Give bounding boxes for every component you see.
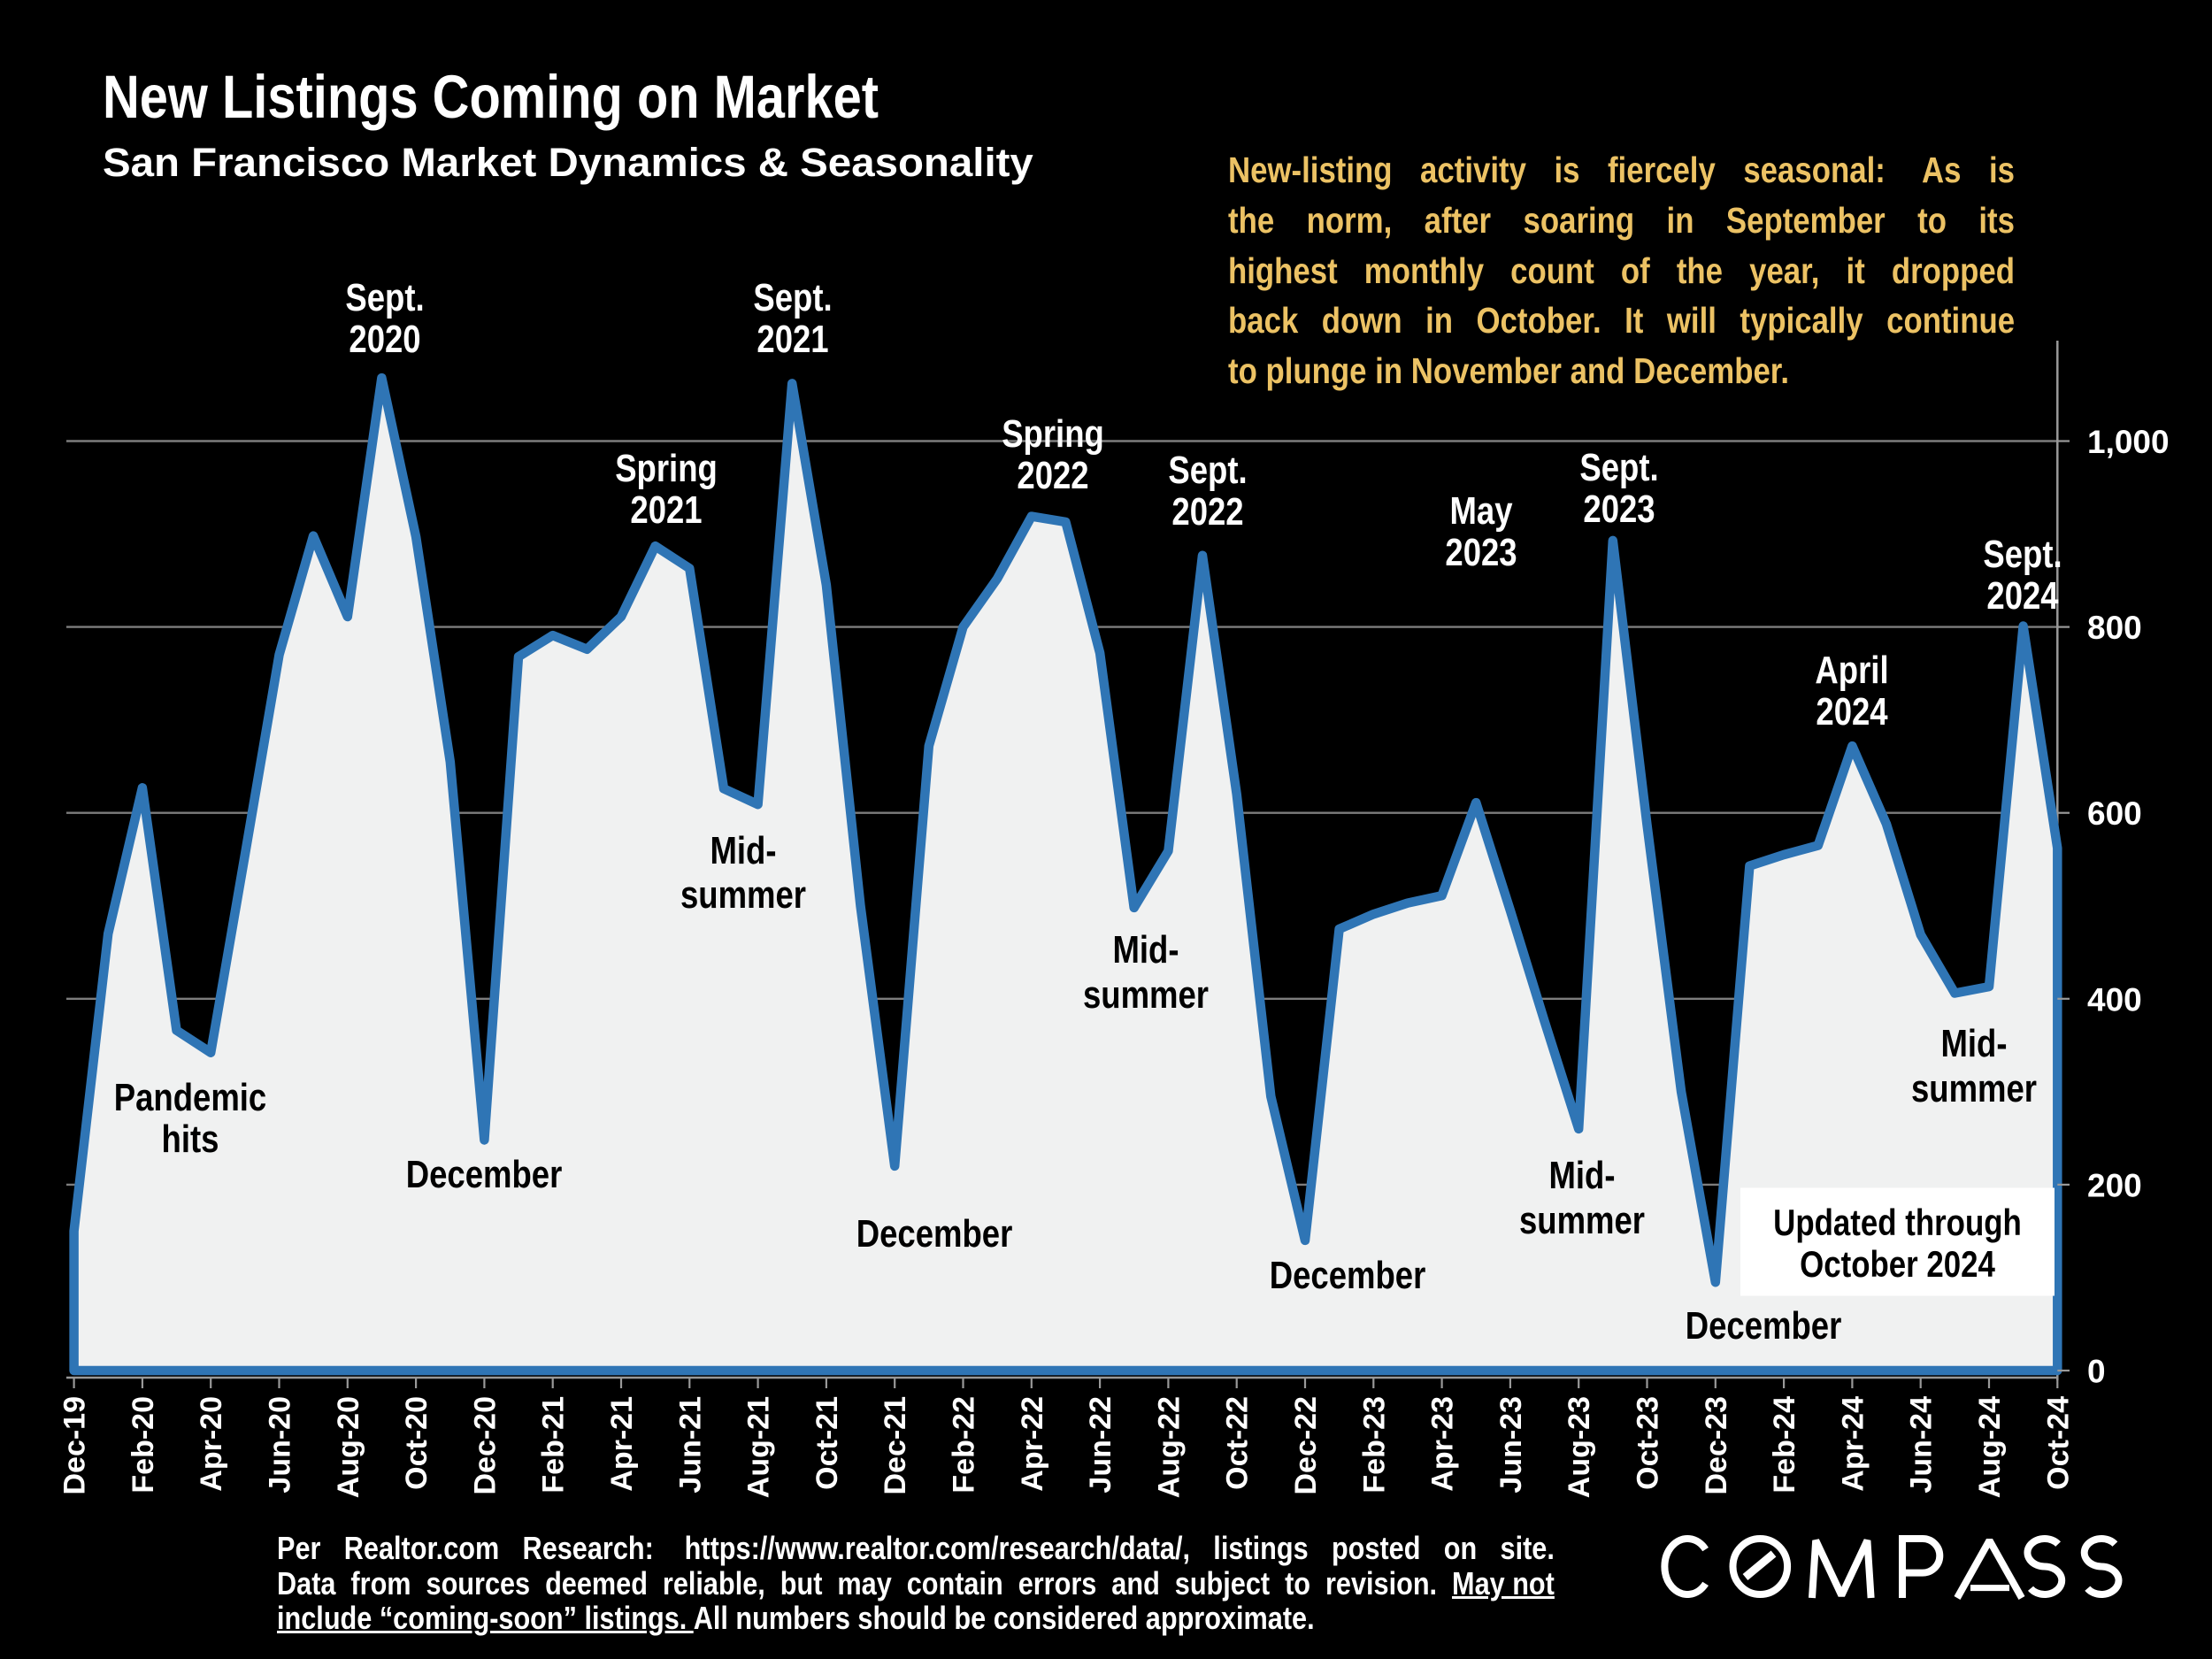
- svg-text:Sept.: Sept.: [1579, 445, 1658, 489]
- svg-text:Oct-24: Oct-24: [2041, 1396, 2075, 1490]
- svg-text:Apr-22: Apr-22: [1016, 1396, 1049, 1492]
- svg-text:Sept.: Sept.: [345, 275, 424, 319]
- svg-text:2024: 2024: [1986, 573, 2059, 618]
- svg-text:Feb-20: Feb-20: [127, 1396, 160, 1494]
- svg-text:December: December: [856, 1211, 1013, 1256]
- svg-text:October 2024: October 2024: [1800, 1244, 1995, 1286]
- svg-text:Jun-23: Jun-23: [1494, 1396, 1528, 1494]
- svg-text:Mid-: Mid-: [1112, 927, 1179, 972]
- svg-text:summer: summer: [1911, 1066, 2037, 1110]
- svg-text:Spring: Spring: [615, 446, 718, 490]
- svg-text:summer: summer: [1083, 972, 1209, 1017]
- svg-text:2022: 2022: [1171, 489, 1243, 534]
- svg-text:Feb-21: Feb-21: [537, 1396, 571, 1494]
- svg-text:Apr-23: Apr-23: [1426, 1396, 1460, 1492]
- svg-text:Aug-21: Aug-21: [742, 1396, 776, 1498]
- svg-text:Jun-22: Jun-22: [1084, 1396, 1118, 1494]
- svg-text:2021: 2021: [757, 317, 828, 361]
- svg-text:Aug-22: Aug-22: [1152, 1396, 1186, 1498]
- svg-text:200: 200: [2087, 1167, 2142, 1203]
- svg-text:Aug-23: Aug-23: [1563, 1396, 1596, 1498]
- svg-text:2023: 2023: [1583, 487, 1655, 531]
- svg-text:hits: hits: [162, 1117, 219, 1161]
- svg-text:0: 0: [2087, 1354, 2106, 1390]
- svg-text:Aug-20: Aug-20: [332, 1396, 365, 1498]
- svg-text:800: 800: [2087, 610, 2142, 646]
- svg-text:Dec-21: Dec-21: [879, 1396, 912, 1495]
- svg-text:2021: 2021: [630, 488, 702, 532]
- svg-text:December: December: [406, 1152, 563, 1196]
- svg-text:Sept.: Sept.: [1168, 448, 1247, 492]
- svg-text:Feb-24: Feb-24: [1768, 1396, 1801, 1494]
- svg-text:Pandemic: Pandemic: [114, 1075, 266, 1119]
- svg-text:Dec-19: Dec-19: [58, 1396, 92, 1495]
- svg-text:Oct-23: Oct-23: [1632, 1396, 1665, 1490]
- svg-text:Dec-23: Dec-23: [1700, 1396, 1733, 1495]
- svg-text:Feb-22: Feb-22: [948, 1396, 981, 1494]
- svg-text:Apr-21: Apr-21: [605, 1396, 639, 1492]
- svg-text:400: 400: [2087, 981, 2142, 1018]
- svg-text:Apr-20: Apr-20: [195, 1396, 228, 1492]
- svg-text:Sept.: Sept.: [753, 275, 832, 319]
- svg-text:Jun-21: Jun-21: [673, 1396, 707, 1494]
- svg-text:Mid-: Mid-: [1548, 1153, 1615, 1197]
- svg-text:Dec-22: Dec-22: [1289, 1396, 1323, 1495]
- svg-text:December: December: [1686, 1303, 1842, 1348]
- svg-text:summer: summer: [680, 872, 806, 917]
- svg-text:Aug-24: Aug-24: [1973, 1396, 2007, 1498]
- svg-text:2020: 2020: [349, 317, 420, 361]
- svg-text:May: May: [1449, 488, 1512, 533]
- svg-text:Jun-20: Jun-20: [264, 1396, 297, 1494]
- svg-text:Oct-21: Oct-21: [810, 1396, 844, 1490]
- svg-text:Oct-20: Oct-20: [400, 1396, 434, 1490]
- svg-text:December: December: [1270, 1253, 1426, 1297]
- svg-text:1,000: 1,000: [2087, 424, 2170, 460]
- svg-text:Oct-22: Oct-22: [1221, 1396, 1255, 1490]
- svg-text:2022: 2022: [1017, 453, 1088, 497]
- svg-text:Sept.: Sept.: [1983, 532, 2062, 576]
- svg-text:Feb-23: Feb-23: [1357, 1396, 1391, 1494]
- svg-text:Updated through: Updated through: [1773, 1202, 2022, 1244]
- svg-text:Spring: Spring: [1002, 411, 1104, 456]
- svg-text:summer: summer: [1519, 1198, 1645, 1242]
- svg-text:Dec-20: Dec-20: [468, 1396, 502, 1495]
- svg-text:Mid-: Mid-: [710, 828, 776, 872]
- svg-text:Mid-: Mid-: [1940, 1021, 2007, 1065]
- svg-text:600: 600: [2087, 795, 2142, 832]
- svg-text:2024: 2024: [1816, 689, 1888, 733]
- svg-text:2023: 2023: [1445, 530, 1517, 574]
- svg-text:Apr-24: Apr-24: [1836, 1396, 1870, 1492]
- svg-text:Jun-24: Jun-24: [1905, 1396, 1939, 1494]
- svg-text:April: April: [1815, 648, 1888, 692]
